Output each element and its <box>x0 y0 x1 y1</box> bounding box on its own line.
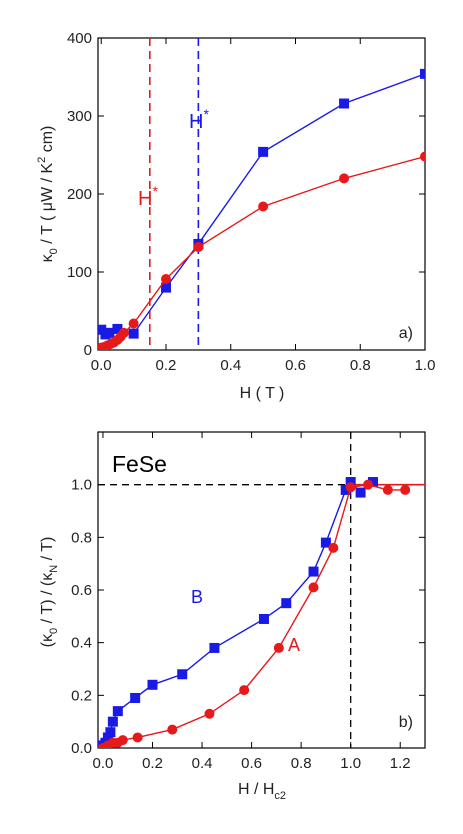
y-tick-label: 0.8 <box>71 529 92 546</box>
data-point-square <box>147 679 158 690</box>
data-point-circle <box>239 685 250 696</box>
data-point-square <box>281 598 292 609</box>
data-point-square <box>102 732 113 743</box>
data-point-circle <box>345 482 356 493</box>
data-point-square <box>112 323 123 334</box>
y-tick-label: 0 <box>84 342 92 359</box>
data-point-circle <box>193 242 204 253</box>
x-tick-label: 0.2 <box>156 357 177 374</box>
data-point-circle <box>400 484 411 495</box>
data-point-square <box>367 477 378 488</box>
y-axis-label-b: (κ0 / T) / (κN / T) <box>39 537 60 648</box>
y-tick-label: 0.4 <box>71 635 92 652</box>
data-point-circle <box>167 724 178 735</box>
x-tick-label: 0.6 <box>241 755 262 772</box>
panel-label-a: a) <box>399 325 413 342</box>
x-tick-label: 0.8 <box>291 755 312 772</box>
x-tick-label: 0.0 <box>93 755 114 772</box>
data-point-square <box>258 146 269 157</box>
data-point-circle <box>308 582 319 593</box>
data-point-square <box>105 727 116 738</box>
series-line <box>102 483 406 748</box>
data-point-circle <box>118 327 129 338</box>
x-axis-label-a: H ( T ) <box>240 385 285 402</box>
data-point-circle <box>204 708 215 719</box>
data-point-square <box>340 484 351 495</box>
data-point-circle <box>132 732 143 743</box>
data-point-circle <box>258 201 269 212</box>
data-point-circle <box>328 542 339 553</box>
data-layer <box>98 38 425 350</box>
data-point-circle <box>160 274 171 285</box>
x-tick-label: 0.0 <box>91 357 112 374</box>
data-point-circle <box>363 479 374 490</box>
data-point-square <box>177 669 188 680</box>
data-point-square <box>320 537 331 548</box>
h-star-label-blue: H* <box>189 106 209 133</box>
data-point-square <box>420 68 425 79</box>
data-point-square <box>104 327 115 338</box>
x-tick-label: 1.0 <box>340 755 361 772</box>
series-line <box>102 480 374 746</box>
series-label-a: A <box>288 635 300 655</box>
y-tick-label: 400 <box>67 30 92 47</box>
y-tick-label: 300 <box>67 108 92 125</box>
y-tick-label: 200 <box>67 186 92 203</box>
data-point-circle <box>420 151 425 162</box>
chart-title: FeSe <box>112 451 167 477</box>
data-point-square <box>339 98 350 109</box>
data-point-square <box>209 642 220 653</box>
x-tick-label: 0.6 <box>285 357 306 374</box>
x-tick-label: 0.8 <box>350 357 371 374</box>
data-point-square <box>128 328 139 339</box>
y-tick-label: 100 <box>67 264 92 281</box>
data-point-square <box>160 282 171 293</box>
panel-a: 0.0 0.2 0.4 0.6 0.8 1.0 0 100 200 300 400 H* H* a) H (… <box>36 30 435 402</box>
series-label-b: B <box>191 587 203 607</box>
panel-label-b: b) <box>399 714 413 731</box>
data-point-square <box>130 692 141 703</box>
data-point-circle <box>339 173 350 184</box>
x-tick-label: 1.0 <box>415 357 436 374</box>
data-point-square <box>308 566 319 577</box>
panel-b: 0.0 0.2 0.4 0.6 0.8 1.0 1.2 0.0 0.2 0.4 0.6 0.8 1.0 F… <box>39 431 426 802</box>
x-tick-label: 1.2 <box>390 755 411 772</box>
data-layer <box>98 432 425 748</box>
data-point-square <box>258 613 269 624</box>
x-tick-label: 0.4 <box>192 755 213 772</box>
h-star-label-red: H* <box>138 183 158 210</box>
data-point-square <box>107 716 118 727</box>
x-tick-label: 0.4 <box>220 357 241 374</box>
data-point-circle <box>382 484 393 495</box>
x-axis-label-b: H / Hc2 <box>238 781 286 802</box>
data-point-circle <box>273 642 284 653</box>
y-tick-label: 0.6 <box>71 582 92 599</box>
y-tick-label: 0.2 <box>71 687 92 704</box>
data-point-circle <box>128 318 139 329</box>
y-axis-label-a: κ0 / T ( μW / K2 cm) <box>36 126 60 263</box>
x-tick-label: 0.2 <box>142 755 163 772</box>
data-point-circle <box>117 735 128 746</box>
y-tick-label: 0.0 <box>71 740 92 757</box>
y-tick-label: 1.0 <box>71 477 92 494</box>
data-point-square <box>355 487 366 498</box>
data-point-square <box>345 477 356 488</box>
data-point-square <box>112 706 123 717</box>
